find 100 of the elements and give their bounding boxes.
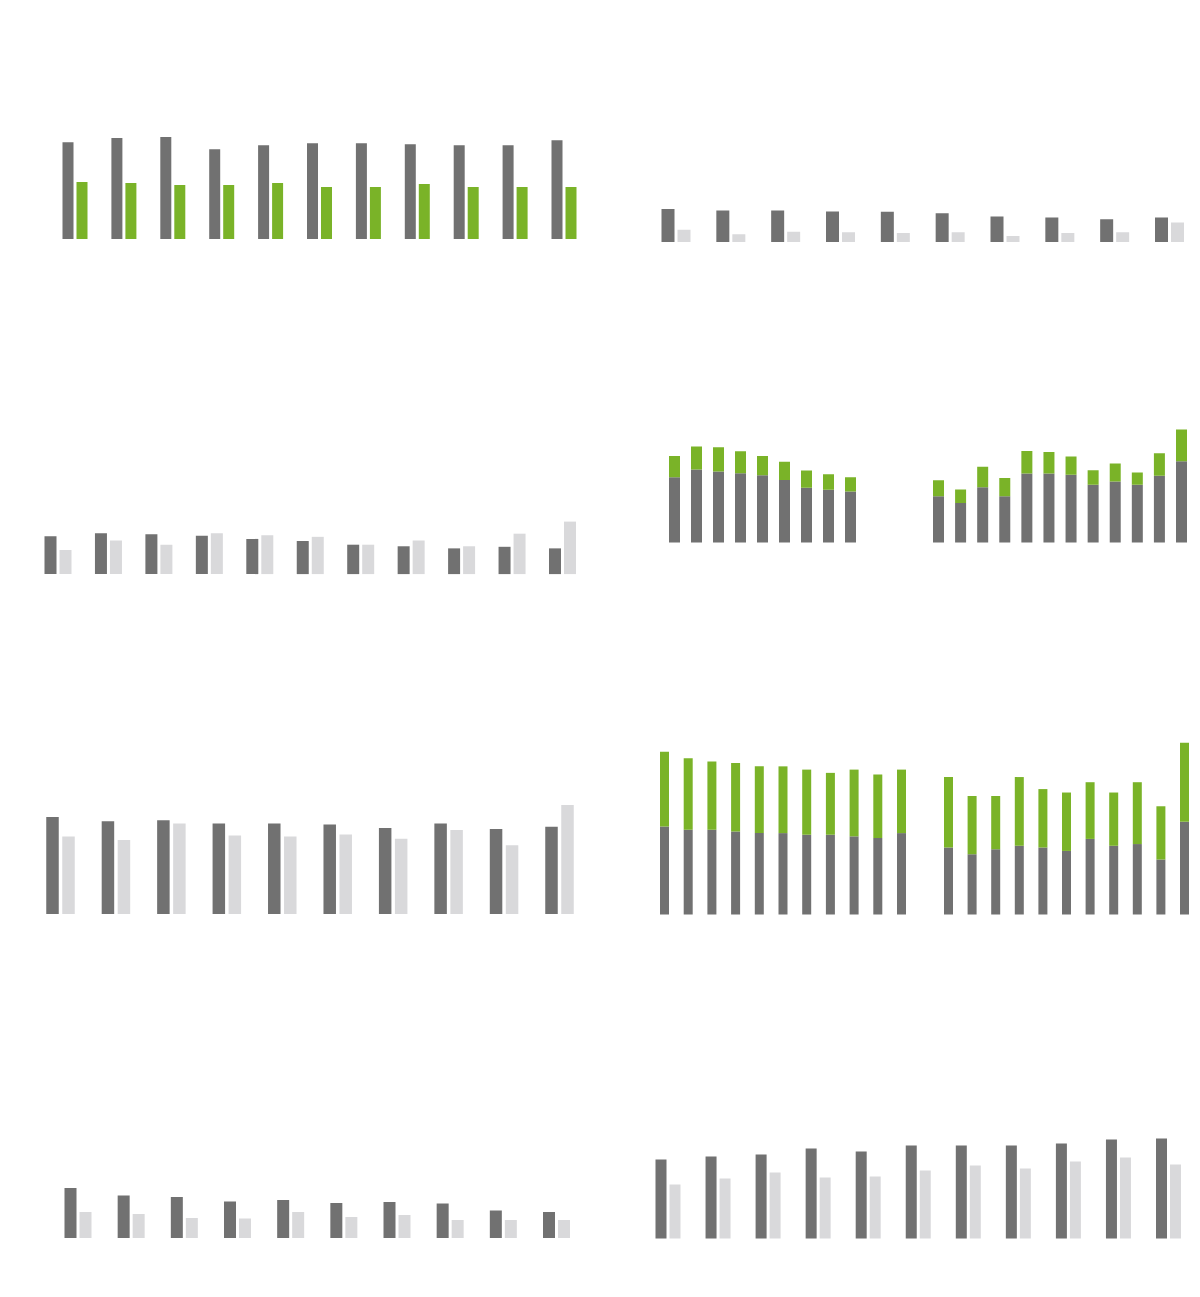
bar	[933, 496, 944, 543]
bar	[778, 833, 788, 915]
bar	[1119, 1157, 1131, 1239]
bar	[769, 1172, 781, 1239]
bar	[551, 140, 563, 240]
bar	[418, 184, 430, 240]
bar	[1155, 217, 1168, 242]
bar	[307, 143, 318, 240]
bar	[1065, 474, 1077, 543]
bar	[661, 208, 675, 242]
bar	[716, 210, 730, 242]
bar	[246, 538, 259, 575]
bar	[802, 834, 812, 915]
bar	[564, 521, 576, 575]
bar	[239, 1218, 251, 1238]
bar	[823, 474, 834, 490]
bar	[919, 1170, 931, 1239]
bar	[955, 1145, 967, 1239]
bar	[779, 480, 790, 543]
bar	[707, 829, 717, 915]
bar	[805, 1148, 817, 1239]
bar	[1100, 219, 1114, 242]
bar	[873, 774, 883, 838]
bar	[543, 1212, 555, 1238]
bar	[1085, 838, 1095, 915]
bar	[272, 183, 284, 240]
bar	[59, 549, 72, 575]
bar	[1043, 473, 1055, 543]
bar	[955, 502, 967, 543]
bar	[873, 837, 883, 915]
bar	[955, 489, 967, 503]
bar	[125, 183, 137, 240]
bar	[109, 540, 122, 575]
bar	[489, 828, 503, 914]
bar	[757, 456, 768, 476]
bar	[1021, 473, 1033, 543]
bar	[1043, 452, 1055, 474]
bar	[565, 187, 577, 240]
bar	[826, 211, 839, 242]
bar	[1109, 463, 1121, 482]
bar	[277, 1200, 290, 1238]
bar	[174, 185, 186, 240]
bar	[323, 824, 336, 914]
bar	[394, 838, 408, 914]
bar	[1131, 484, 1143, 543]
bar	[935, 213, 949, 242]
bar	[1045, 217, 1059, 242]
bar	[292, 1212, 305, 1238]
bar	[258, 145, 270, 240]
bar	[967, 795, 977, 855]
bar	[677, 229, 691, 242]
bar	[735, 451, 746, 474]
bar	[170, 1197, 183, 1238]
bar	[880, 211, 894, 242]
bar	[173, 823, 186, 914]
bar	[502, 145, 514, 240]
bar	[79, 1212, 92, 1238]
bar	[1176, 429, 1187, 462]
bar	[1087, 484, 1099, 543]
bar	[1116, 232, 1130, 242]
bar	[404, 144, 416, 240]
bar	[117, 1195, 130, 1238]
bar	[1038, 847, 1048, 915]
bar	[284, 836, 297, 914]
bar	[1038, 789, 1048, 848]
bar	[450, 830, 463, 914]
bar	[897, 769, 906, 834]
bar	[732, 234, 746, 242]
bar	[160, 544, 173, 575]
bar	[185, 1218, 198, 1238]
bar	[209, 149, 221, 240]
bar	[660, 826, 669, 915]
bar	[311, 536, 324, 575]
bar	[117, 839, 131, 914]
bar	[1109, 792, 1119, 846]
bar	[434, 823, 447, 914]
bar	[842, 232, 855, 242]
bar	[558, 1220, 570, 1238]
bar	[849, 836, 859, 915]
bar	[498, 546, 511, 575]
bar	[268, 823, 281, 914]
bar	[1109, 845, 1119, 915]
bar	[1176, 461, 1187, 543]
bar	[330, 1203, 343, 1238]
bar	[896, 232, 910, 242]
bar	[1131, 472, 1143, 485]
bar	[516, 187, 528, 240]
bar	[735, 473, 746, 543]
bar	[969, 1165, 981, 1239]
bar	[669, 456, 680, 478]
bar	[160, 137, 172, 240]
bar	[944, 847, 953, 915]
bar	[448, 548, 461, 575]
bar	[977, 466, 989, 488]
bar	[345, 1217, 358, 1238]
bar	[845, 491, 856, 543]
bar	[655, 1159, 667, 1239]
bar	[463, 546, 476, 575]
bar	[757, 475, 768, 543]
bar	[1180, 821, 1189, 915]
